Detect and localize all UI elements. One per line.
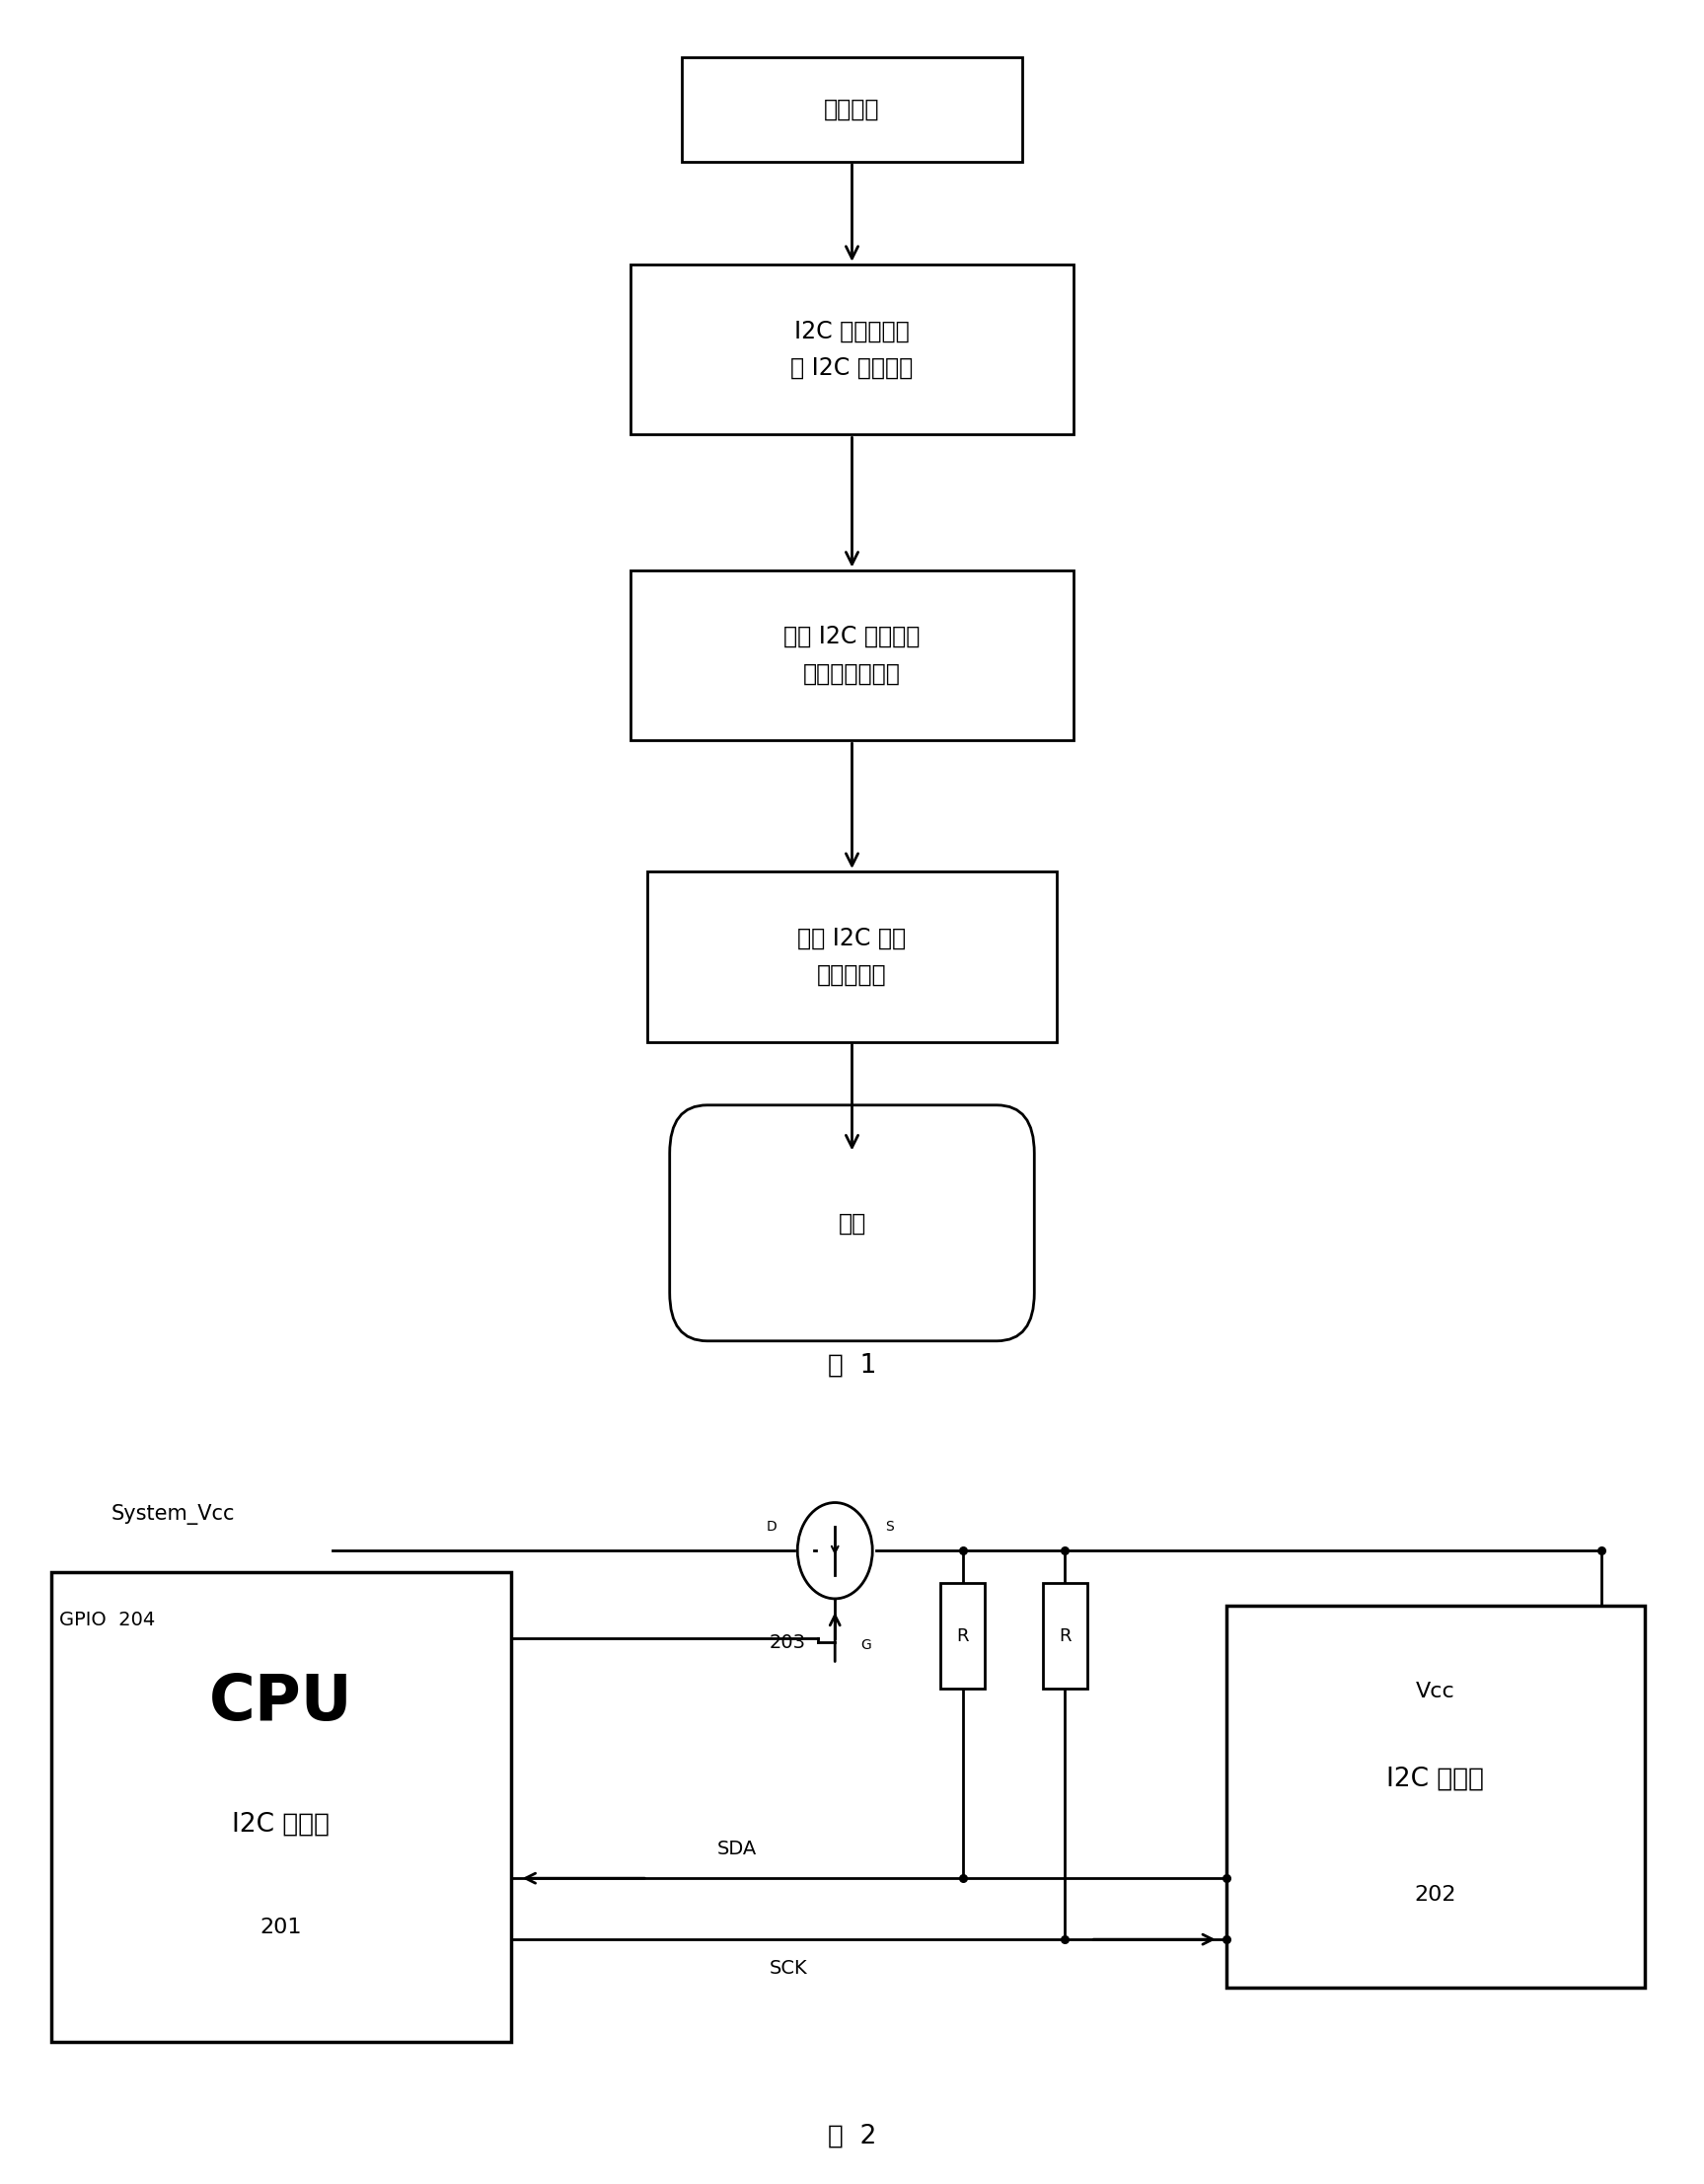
Text: Vcc: Vcc [1416,1682,1455,1701]
Text: R: R [956,1627,970,1645]
Text: I2C 主器件检测
到 I2C 总线被锁: I2C 主器件检测 到 I2C 总线被锁 [791,319,913,380]
Bar [648,871,1056,1042]
Text: CPU: CPU [210,1671,353,1734]
Text: 断开 I2C 从器件工
作电源设定时间: 断开 I2C 从器件工 作电源设定时间 [784,625,920,686]
Text: 图  1: 图 1 [828,1352,876,1378]
Text: I2C 从器件: I2C 从器件 [1387,1767,1484,1791]
Text: 图  2: 图 2 [828,2123,876,2149]
Text: G: G [861,1638,871,1651]
FancyBboxPatch shape [670,1105,1034,1341]
Text: 201: 201 [261,1918,302,1937]
Text: 系统上电: 系统上电 [825,98,879,120]
Text: S: S [884,1520,895,1533]
Text: D: D [767,1520,777,1533]
Bar [1043,1583,1087,1688]
Text: 202: 202 [1414,1885,1457,1904]
Bar [630,570,1074,740]
Text: System_Vcc: System_Vcc [111,1505,235,1524]
Text: R: R [1058,1627,1072,1645]
Text: 闭合 I2C 从器
件工作电源: 闭合 I2C 从器 件工作电源 [797,926,907,987]
Bar [630,264,1074,435]
Text: GPIO  204: GPIO 204 [60,1610,155,1629]
Text: SCK: SCK [769,1959,808,1979]
Bar [51,1572,511,2042]
Text: 203: 203 [769,1634,806,1653]
Bar [1227,1605,1644,1987]
Bar [941,1583,985,1688]
Text: 结束: 结束 [838,1212,866,1234]
Text: I2C 主器件: I2C 主器件 [232,1813,331,1837]
Text: SDA: SDA [717,1839,757,1859]
Bar [682,57,1022,162]
